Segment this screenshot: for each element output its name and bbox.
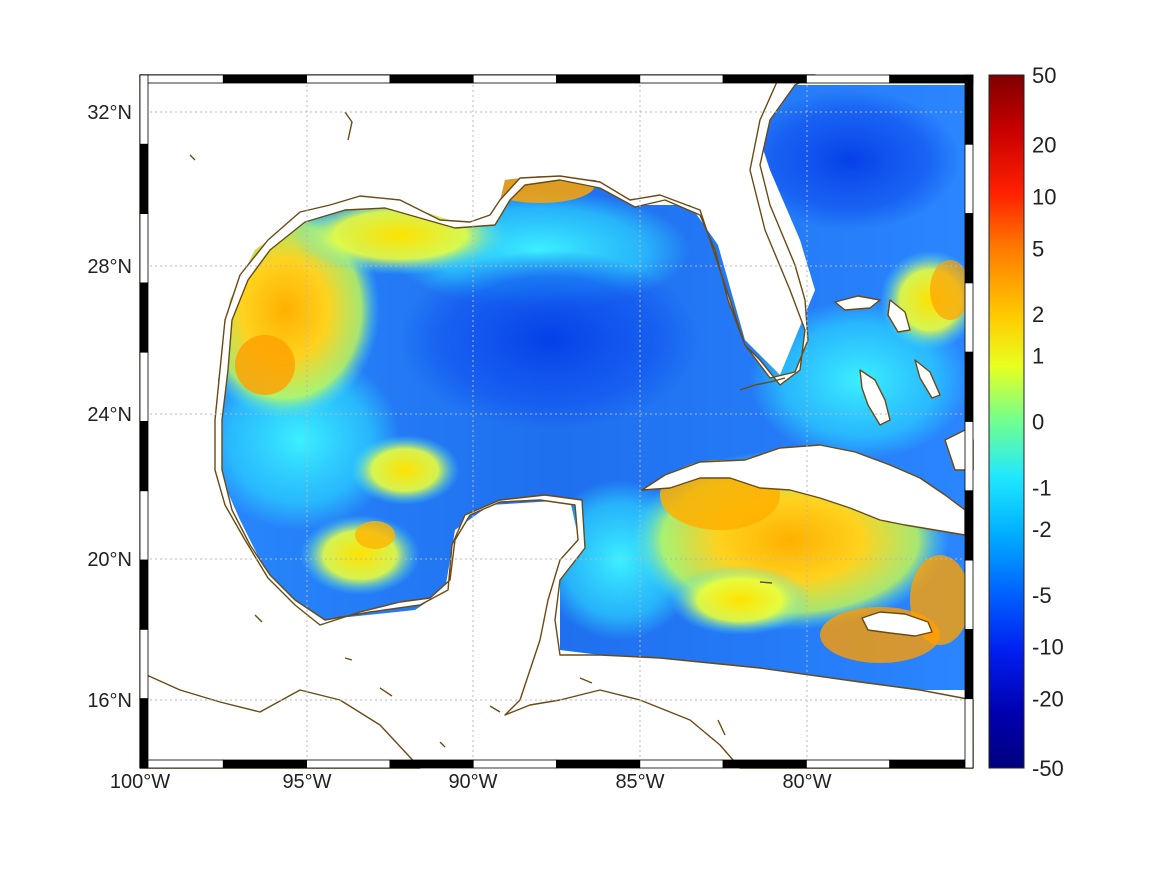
frame-segment xyxy=(222,74,308,84)
frame-segment xyxy=(889,759,974,769)
colorbar-tick-label: 0 xyxy=(1032,410,1044,435)
frame-segment xyxy=(964,213,974,284)
florida-keys xyxy=(739,377,786,391)
frame-segment xyxy=(139,629,149,700)
frame-segment xyxy=(139,559,149,630)
lat-tick-label: 20°N xyxy=(87,549,132,571)
frame-segment xyxy=(139,143,149,215)
frame-segment xyxy=(139,698,149,769)
latitude-axis: 32°N 28°N 24°N 20°N 16°N xyxy=(87,102,132,712)
frame-segment xyxy=(306,759,391,769)
frame-segment xyxy=(139,213,149,284)
frame-segment xyxy=(806,759,891,769)
lat-tick-label: 16°N xyxy=(87,690,132,712)
frame-segment xyxy=(222,759,308,769)
colorbar-tick-label: 5 xyxy=(1032,236,1044,261)
frame-segment xyxy=(964,421,974,492)
frame-segment xyxy=(389,759,474,769)
bahamas-andros xyxy=(859,369,891,426)
colorbar-tick-label: -2 xyxy=(1032,517,1052,542)
colorbar-tick-label: -5 xyxy=(1032,583,1052,608)
colorbar-tick-label: -10 xyxy=(1032,635,1064,660)
frame-segment xyxy=(306,74,391,84)
colorbar-tick-label: -20 xyxy=(1032,687,1064,712)
frame-segment xyxy=(556,759,641,769)
jamaica xyxy=(861,611,933,637)
frame-segment xyxy=(806,74,891,84)
frame-segment xyxy=(964,143,974,215)
colorbar-tick-label: -50 xyxy=(1032,756,1064,781)
frame-segment xyxy=(964,74,974,145)
colorbar-tick-label: 50 xyxy=(1032,63,1056,88)
frame-segment xyxy=(964,282,974,353)
colorbar-tick-label: 10 xyxy=(1032,184,1056,209)
bahamas-eleuthera xyxy=(914,359,941,399)
bahamas-grand xyxy=(834,295,881,311)
frame-segment xyxy=(964,698,974,769)
frame-segment xyxy=(639,74,724,84)
colorbar-tick-label: 1 xyxy=(1032,344,1044,369)
frame-segment xyxy=(722,759,807,769)
frame-segment xyxy=(722,74,807,84)
frame-segment xyxy=(139,421,149,492)
frame-segment xyxy=(889,74,974,84)
frame-segment xyxy=(472,74,557,84)
lon-tick-label: 85°W xyxy=(615,771,664,793)
colorbar-tick-label: -1 xyxy=(1032,475,1052,500)
colorbar-tick-label: 2 xyxy=(1032,302,1044,327)
frame-segment xyxy=(139,351,149,422)
frame-segment xyxy=(964,629,974,700)
map-frame-border xyxy=(139,74,974,769)
lon-tick-label: 95°W xyxy=(282,771,331,793)
frame-segment xyxy=(139,759,224,769)
colorbar-gradient xyxy=(988,74,1025,769)
land xyxy=(139,74,974,769)
small-islands xyxy=(189,111,773,748)
frame-segment xyxy=(139,74,224,84)
bahamas-great-abaco xyxy=(887,299,911,333)
frame-segment xyxy=(556,74,641,84)
lon-tick-label: 90°W xyxy=(448,771,497,793)
frame-segment xyxy=(639,759,724,769)
longitude-axis: 100°W 95°W 90°W 85°W 80°W xyxy=(110,771,832,793)
frame-segment xyxy=(139,74,149,145)
lon-tick-label: 100°W xyxy=(110,771,170,793)
lat-tick-label: 28°N xyxy=(87,256,132,278)
graticule xyxy=(140,75,973,768)
frame-segment xyxy=(389,74,474,84)
frame-segment xyxy=(472,759,557,769)
frame-segment xyxy=(964,351,974,422)
frame-segment xyxy=(139,282,149,353)
frame-segment xyxy=(964,559,974,630)
sea-level-anomaly-field xyxy=(218,85,965,690)
colorbar-tick-label: 20 xyxy=(1032,132,1056,157)
lon-tick-label: 80°W xyxy=(782,771,831,793)
lat-tick-label: 32°N xyxy=(87,102,132,124)
frame-segment xyxy=(139,490,149,561)
lat-tick-label: 24°N xyxy=(87,404,132,426)
frame-segment xyxy=(964,490,974,561)
